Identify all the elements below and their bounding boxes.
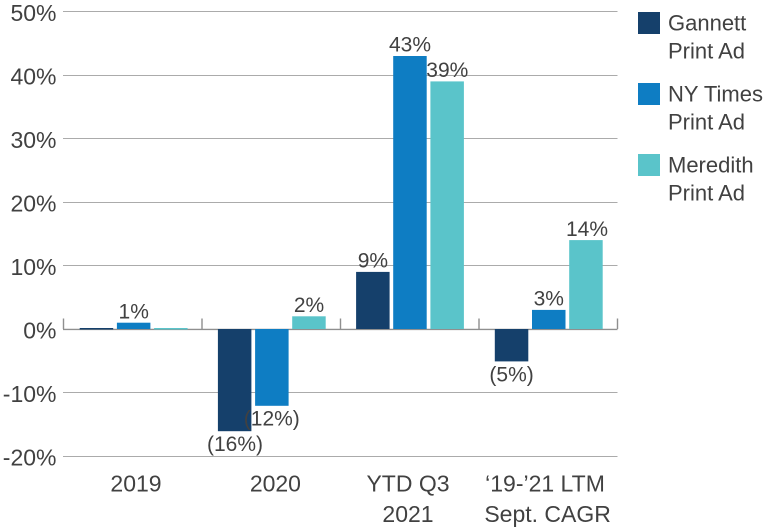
- svg-text:14%: 14%: [566, 218, 608, 241]
- svg-text:2019: 2019: [110, 471, 161, 497]
- svg-text:2%: 2%: [294, 294, 324, 317]
- svg-text:-10%: -10%: [3, 381, 57, 407]
- svg-text:Print Ad: Print Ad: [668, 39, 745, 64]
- svg-text:NY Times: NY Times: [668, 82, 763, 107]
- svg-text:2020: 2020: [250, 471, 301, 497]
- svg-text:39%: 39%: [426, 59, 468, 82]
- svg-text:(5%): (5%): [489, 364, 533, 387]
- svg-text:‘19-’21 LTM: ‘19-’21 LTM: [485, 471, 605, 497]
- svg-text:9%: 9%: [358, 250, 388, 273]
- svg-text:2021: 2021: [382, 501, 433, 527]
- svg-text:20%: 20%: [10, 191, 56, 217]
- svg-text:(16%): (16%): [207, 433, 263, 456]
- svg-text:0%: 0%: [23, 318, 56, 344]
- svg-text:30%: 30%: [10, 127, 56, 153]
- svg-text:Print Ad: Print Ad: [668, 181, 745, 206]
- svg-text:40%: 40%: [10, 64, 56, 90]
- svg-text:10%: 10%: [10, 254, 56, 280]
- svg-text:Sept. CAGR: Sept. CAGR: [484, 501, 611, 527]
- svg-text:1%: 1%: [119, 300, 149, 323]
- svg-text:Print Ad: Print Ad: [668, 110, 745, 135]
- svg-text:Meredith: Meredith: [668, 153, 754, 178]
- svg-text:(12%): (12%): [244, 407, 300, 430]
- svg-text:43%: 43%: [389, 34, 431, 57]
- svg-text:-20%: -20%: [3, 445, 57, 471]
- svg-text:50%: 50%: [10, 0, 56, 26]
- svg-text:3%: 3%: [534, 288, 564, 311]
- svg-text:YTD Q3: YTD Q3: [366, 471, 449, 497]
- svg-text:Gannett: Gannett: [668, 11, 746, 36]
